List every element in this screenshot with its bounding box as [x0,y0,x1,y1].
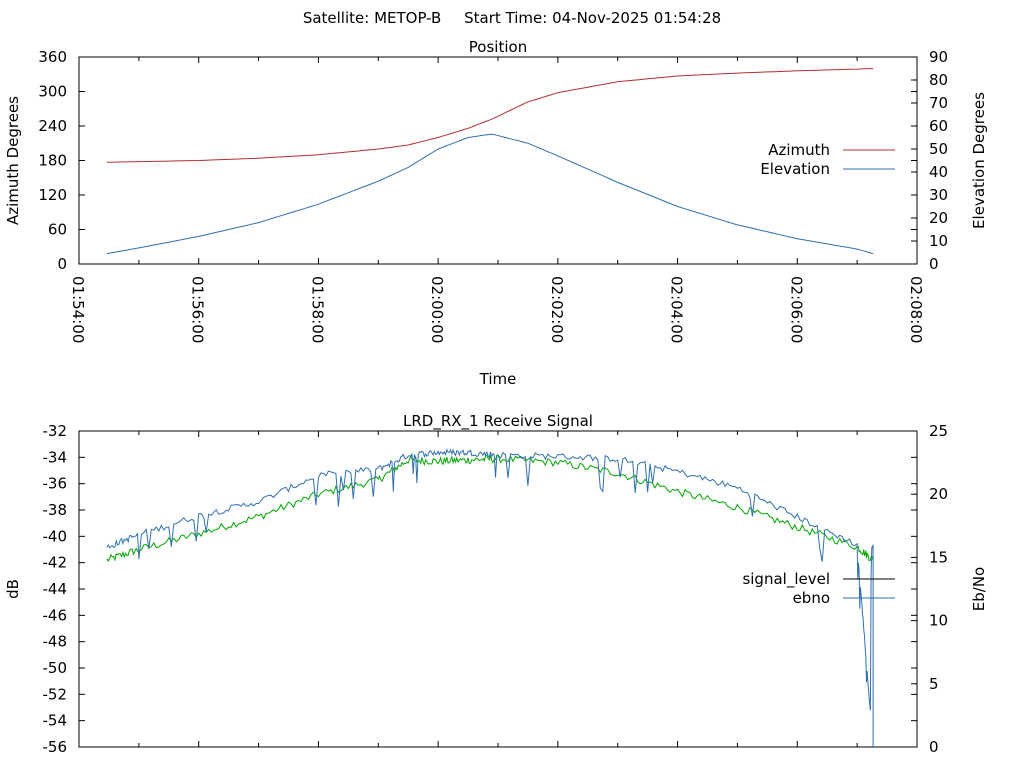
chart-1-xtick-label: 02:08:00 [907,276,925,343]
chart-1-xtick-label: 02:00:00 [428,276,446,343]
chart-2-ytick-label: -40 [43,527,68,545]
chart-1-y2tick-label: 80 [929,71,948,89]
chart-1-y2tick-label: 70 [929,94,948,112]
chart-layer: Position06012018024030036001020304050607… [4,38,988,756]
chart-2-ytick-label: -36 [43,475,68,493]
chart-2-y2label: Eb/No [970,567,988,611]
chart-1-y2label: Elevation Degrees [970,92,988,229]
chart-1-y2tick-label: 90 [929,48,948,66]
chart-1-y2tick-label: 30 [929,186,948,204]
chart-1-xlabel: Time [479,370,517,388]
chart-1-ytick-label: 60 [48,221,67,239]
chart-1-ytick-label: 180 [38,152,67,170]
svg-text:Satellite: METOP-B Start T: Satellite: METOP-B Start Time: 04-Nov-20… [303,9,721,27]
chart-1-xtick-label: 02:04:00 [668,276,686,343]
chart-2-ylabel: dB [4,579,22,599]
chart-2-title: LRD_RX_1 Receive Signal [403,412,593,431]
chart-2-ytick-label: -44 [43,580,68,598]
chart-2-y2tick-label: 15 [929,548,948,566]
chart-2-plot-frame [78,430,918,748]
chart-1-xtick-label: 01:54:00 [69,276,87,343]
chart-2-y2tick-label: 20 [929,485,948,503]
chart-2-ytick-label: -42 [43,554,68,572]
chart-1-y2tick-label: 10 [929,232,948,250]
chart-1-legend-label: Azimuth [768,141,830,159]
chart-2-ytick-label: -54 [43,712,68,730]
chart-1-ytick-label: 300 [38,83,67,101]
chart-2-ytick-label: -38 [43,501,68,519]
chart-1-ylabel: Azimuth Degrees [4,96,22,225]
satellite-label: Satellite: METOP-B [303,9,442,27]
chart-1-y2tick-label: 0 [929,255,939,273]
chart-1-title: Position [469,38,527,56]
chart-2-ytick-label: -56 [43,738,68,756]
chart-1-xtick-label: 01:58:00 [308,276,326,343]
chart-1-y2tick-label: 60 [929,117,948,135]
chart-2-ytick-label: -34 [43,448,68,466]
chart-2-ytick-label: -48 [43,633,68,651]
chart-1-ytick-label: 120 [38,186,67,204]
start-time-label: Start Time: 04-Nov-2025 01:54:28 [464,9,721,27]
chart-2-ytick-label: -32 [43,422,68,440]
chart-1-xtick-label: 02:02:00 [548,276,566,343]
chart-2-series-signal-level [106,454,874,563]
chart-1-legend-label: Elevation [760,160,830,178]
chart-1-y2tick-label: 20 [929,209,948,227]
chart-2-ytick-label: -46 [43,606,68,624]
chart-1-ytick-label: 360 [38,48,67,66]
chart-2-legend-label: signal_level [742,570,830,589]
chart-2-y2tick-label: 10 [929,612,948,630]
chart-1-xtick-label: 02:06:00 [787,276,805,343]
chart-1-ytick-label: 0 [57,255,67,273]
chart-2-series-ebno [106,448,874,747]
chart-1-xtick-label: 01:56:00 [189,276,207,343]
chart-1-y2tick-label: 50 [929,140,948,158]
chart-2-y2tick-label: 25 [929,422,948,440]
chart-2-ytick-label: -50 [43,659,68,677]
chart-2-legend-label: ebno [793,589,830,607]
chart-1-series-azimuth [106,68,874,163]
chart-1-ytick-label: 240 [38,117,67,135]
chart-2-y2tick-label: 5 [929,675,939,693]
chart-2-y2tick-label: 0 [929,738,939,756]
chart-2-ytick-label: -52 [43,685,68,703]
chart-1-series-elevation [106,133,874,255]
chart-1-y2tick-label: 40 [929,163,948,181]
